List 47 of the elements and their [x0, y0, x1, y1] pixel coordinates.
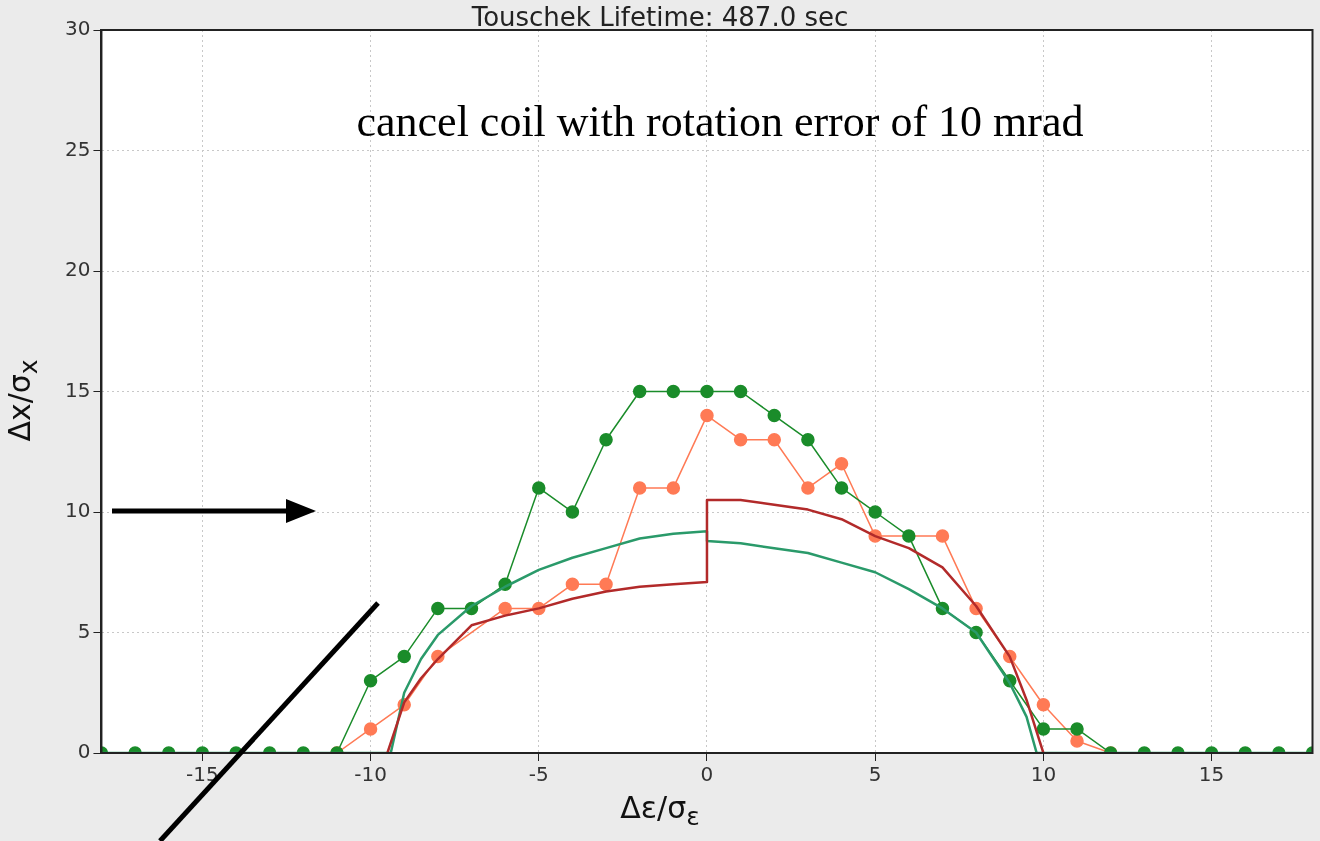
y-tick-label: 5: [77, 618, 91, 643]
x-tick-label: 15: [1198, 762, 1225, 787]
point: [666, 384, 681, 399]
point: [834, 457, 849, 471]
y-tick-label: 25: [65, 136, 91, 161]
point: [767, 408, 782, 423]
y-tick-label: 15: [65, 377, 91, 402]
chart-title: Touschek Lifetime: 487.0 sec: [471, 2, 849, 32]
point: [565, 505, 580, 519]
point: [801, 432, 815, 447]
x-tick-label: 10: [1030, 762, 1057, 787]
point: [599, 577, 613, 592]
point: [363, 722, 378, 736]
point: [1070, 734, 1084, 748]
point: [431, 601, 445, 616]
x-tick-label: -10: [354, 762, 387, 787]
y-tick-label: 0: [77, 739, 91, 764]
point: [1070, 722, 1084, 736]
point: [632, 481, 647, 495]
point: [666, 481, 681, 495]
annotation: cancel coil with rotation error of 10 mrad: [355, 96, 1085, 147]
y-tick-label: 10: [65, 498, 91, 523]
x-tick-label: 0: [700, 762, 714, 787]
point: [397, 649, 411, 664]
point: [868, 505, 882, 519]
point: [801, 481, 815, 495]
point: [733, 384, 748, 399]
point: [700, 408, 714, 423]
point: [498, 601, 512, 616]
point: [733, 432, 748, 447]
x-axis-title: Δε/σ$_{ε}$: [619, 790, 701, 831]
point: [902, 529, 916, 543]
point: [363, 673, 378, 688]
point: [632, 384, 647, 399]
x-tick-label: -5: [528, 762, 549, 787]
point: [1036, 698, 1051, 712]
x-tick-label: 5: [868, 762, 882, 787]
point: [700, 384, 714, 399]
point: [532, 481, 546, 495]
point: [834, 481, 849, 495]
y-tick-label: 20: [65, 257, 91, 282]
point: [767, 432, 782, 447]
point: [599, 432, 613, 447]
point: [565, 577, 580, 592]
y-tick-label: 30: [65, 16, 91, 41]
point: [1036, 722, 1051, 736]
point: [935, 529, 950, 543]
